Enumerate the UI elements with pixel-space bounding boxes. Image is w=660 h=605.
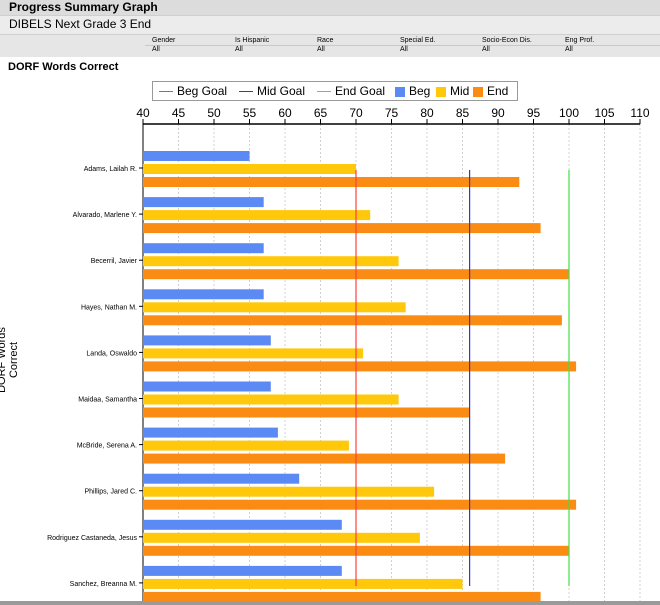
legend-label: Beg — [409, 84, 431, 98]
filter-divider — [145, 45, 660, 46]
filter-value: All — [400, 46, 408, 53]
bar-beg — [143, 289, 264, 300]
subtitle-bar: DIBELS Next Grade 3 End — [0, 15, 660, 34]
filter-race[interactable]: Race All — [317, 36, 333, 54]
bar-end — [143, 453, 506, 464]
bar-end — [143, 177, 520, 187]
filter-bar: Gender All Is Hispanic All Race All Spec… — [0, 34, 660, 57]
category-label: Alvarado, Marlene Y. — [73, 212, 137, 219]
bar-mid — [143, 440, 349, 451]
filter-label: Eng Prof. — [565, 37, 595, 44]
title-bar: Progress Summary Graph — [0, 0, 660, 15]
x-tick-label: 70 — [349, 106, 363, 120]
bar-mid — [143, 256, 399, 267]
x-tick-label: 65 — [314, 106, 328, 120]
x-tick-label: 90 — [491, 106, 505, 120]
category-label: Landa, Oswaldo — [86, 350, 137, 357]
legend-swatch — [395, 86, 405, 97]
bar-mid — [143, 210, 371, 221]
x-tick-label: 55 — [243, 106, 257, 120]
category-label: Phillips, Jared C. — [84, 489, 137, 496]
bar-end — [143, 361, 577, 372]
bar-mid — [143, 486, 435, 497]
legend-beg-goal: Beg Goal — [159, 84, 227, 98]
bar-end — [143, 315, 562, 326]
chart-legend: Beg Goal Mid Goal End Goal Beg Mid End — [152, 81, 518, 101]
bar-mid — [143, 348, 364, 359]
legend-swatch — [317, 91, 331, 93]
category-label: Rodriguez Castaneda, Jesus — [47, 535, 137, 542]
filter-value: All — [482, 46, 490, 53]
bar-beg — [143, 565, 342, 576]
filter-label: Race — [317, 37, 334, 44]
filter-value: All — [565, 46, 573, 53]
category-label: Maidaa, Samantha — [78, 397, 137, 404]
filter-gender[interactable]: Gender All — [152, 36, 175, 54]
bar-beg — [143, 243, 264, 254]
legend-label: End — [487, 84, 509, 98]
legend-mid: Mid — [436, 84, 469, 98]
filter-label: Gender — [152, 37, 176, 44]
legend-beg: Beg — [395, 84, 430, 98]
legend-mid-goal: Mid Goal — [239, 84, 305, 98]
bar-end — [143, 223, 541, 234]
legend-swatch — [159, 91, 173, 93]
x-tick-label: 105 — [594, 106, 614, 120]
category-label: Becerril, Javier — [91, 258, 138, 265]
category-label: Sanchez, Breanna M. — [70, 581, 137, 588]
category-label: McBride, Serena A. — [77, 443, 137, 450]
x-tick-label: 95 — [527, 106, 541, 120]
bar-end — [143, 591, 541, 602]
x-tick-label: 60 — [278, 106, 292, 120]
bar-beg — [143, 519, 342, 530]
x-tick-label: 75 — [385, 106, 399, 120]
legend-label: Mid — [450, 84, 470, 98]
bottom-scrollbar[interactable] — [0, 601, 660, 605]
bar-mid — [143, 578, 463, 589]
bar-beg — [143, 473, 300, 484]
legend-swatch — [239, 91, 253, 93]
category-label: Adams, Lailah R. — [84, 166, 137, 173]
filter-value: All — [152, 46, 160, 53]
bar-beg — [143, 335, 271, 346]
x-tick-label: 45 — [172, 106, 186, 120]
bar-beg — [143, 427, 278, 438]
bar-beg — [143, 197, 264, 208]
chart-title: DORF Words Correct — [8, 61, 119, 73]
bar-mid — [143, 394, 399, 405]
assessment-name: DIBELS Next Grade 3 End — [9, 17, 152, 31]
filter-eng-prof[interactable]: Eng Prof. All — [565, 36, 594, 54]
bar-mid — [143, 532, 420, 543]
filter-special-ed[interactable]: Special Ed. All — [400, 36, 435, 54]
category-label: Hayes, Nathan M. — [81, 304, 137, 311]
filter-label: Is Hispanic — [235, 37, 270, 44]
legend-end-goal: End Goal — [317, 84, 385, 98]
legend-swatch — [473, 86, 483, 97]
legend-label: Mid Goal — [257, 84, 306, 98]
legend-label: End Goal — [335, 84, 386, 98]
filter-socio-econ[interactable]: Socio-Econ Dis. All — [482, 36, 532, 54]
filter-is-hispanic[interactable]: Is Hispanic All — [235, 36, 269, 54]
filter-label: Socio-Econ Dis. — [482, 37, 532, 44]
x-tick-label: 40 — [136, 106, 150, 120]
legend-swatch — [436, 86, 446, 97]
bar-mid — [143, 302, 406, 313]
filter-value: All — [235, 46, 243, 53]
x-tick-label: 100 — [559, 106, 579, 120]
filter-value: All — [317, 46, 325, 53]
filter-label: Special Ed. — [400, 37, 436, 44]
x-tick-label: 85 — [456, 106, 470, 120]
page-title: Progress Summary Graph — [9, 0, 158, 14]
bar-end — [143, 407, 470, 418]
legend-label: Beg Goal — [177, 84, 228, 98]
bar-mid — [143, 164, 356, 174]
x-tick-label: 80 — [420, 106, 434, 120]
bar-beg — [143, 381, 271, 392]
bar-end — [143, 499, 577, 510]
x-tick-label: 110 — [630, 106, 649, 120]
x-tick-label: 50 — [207, 106, 221, 120]
legend-end: End — [473, 84, 508, 98]
bar-beg — [143, 151, 250, 161]
